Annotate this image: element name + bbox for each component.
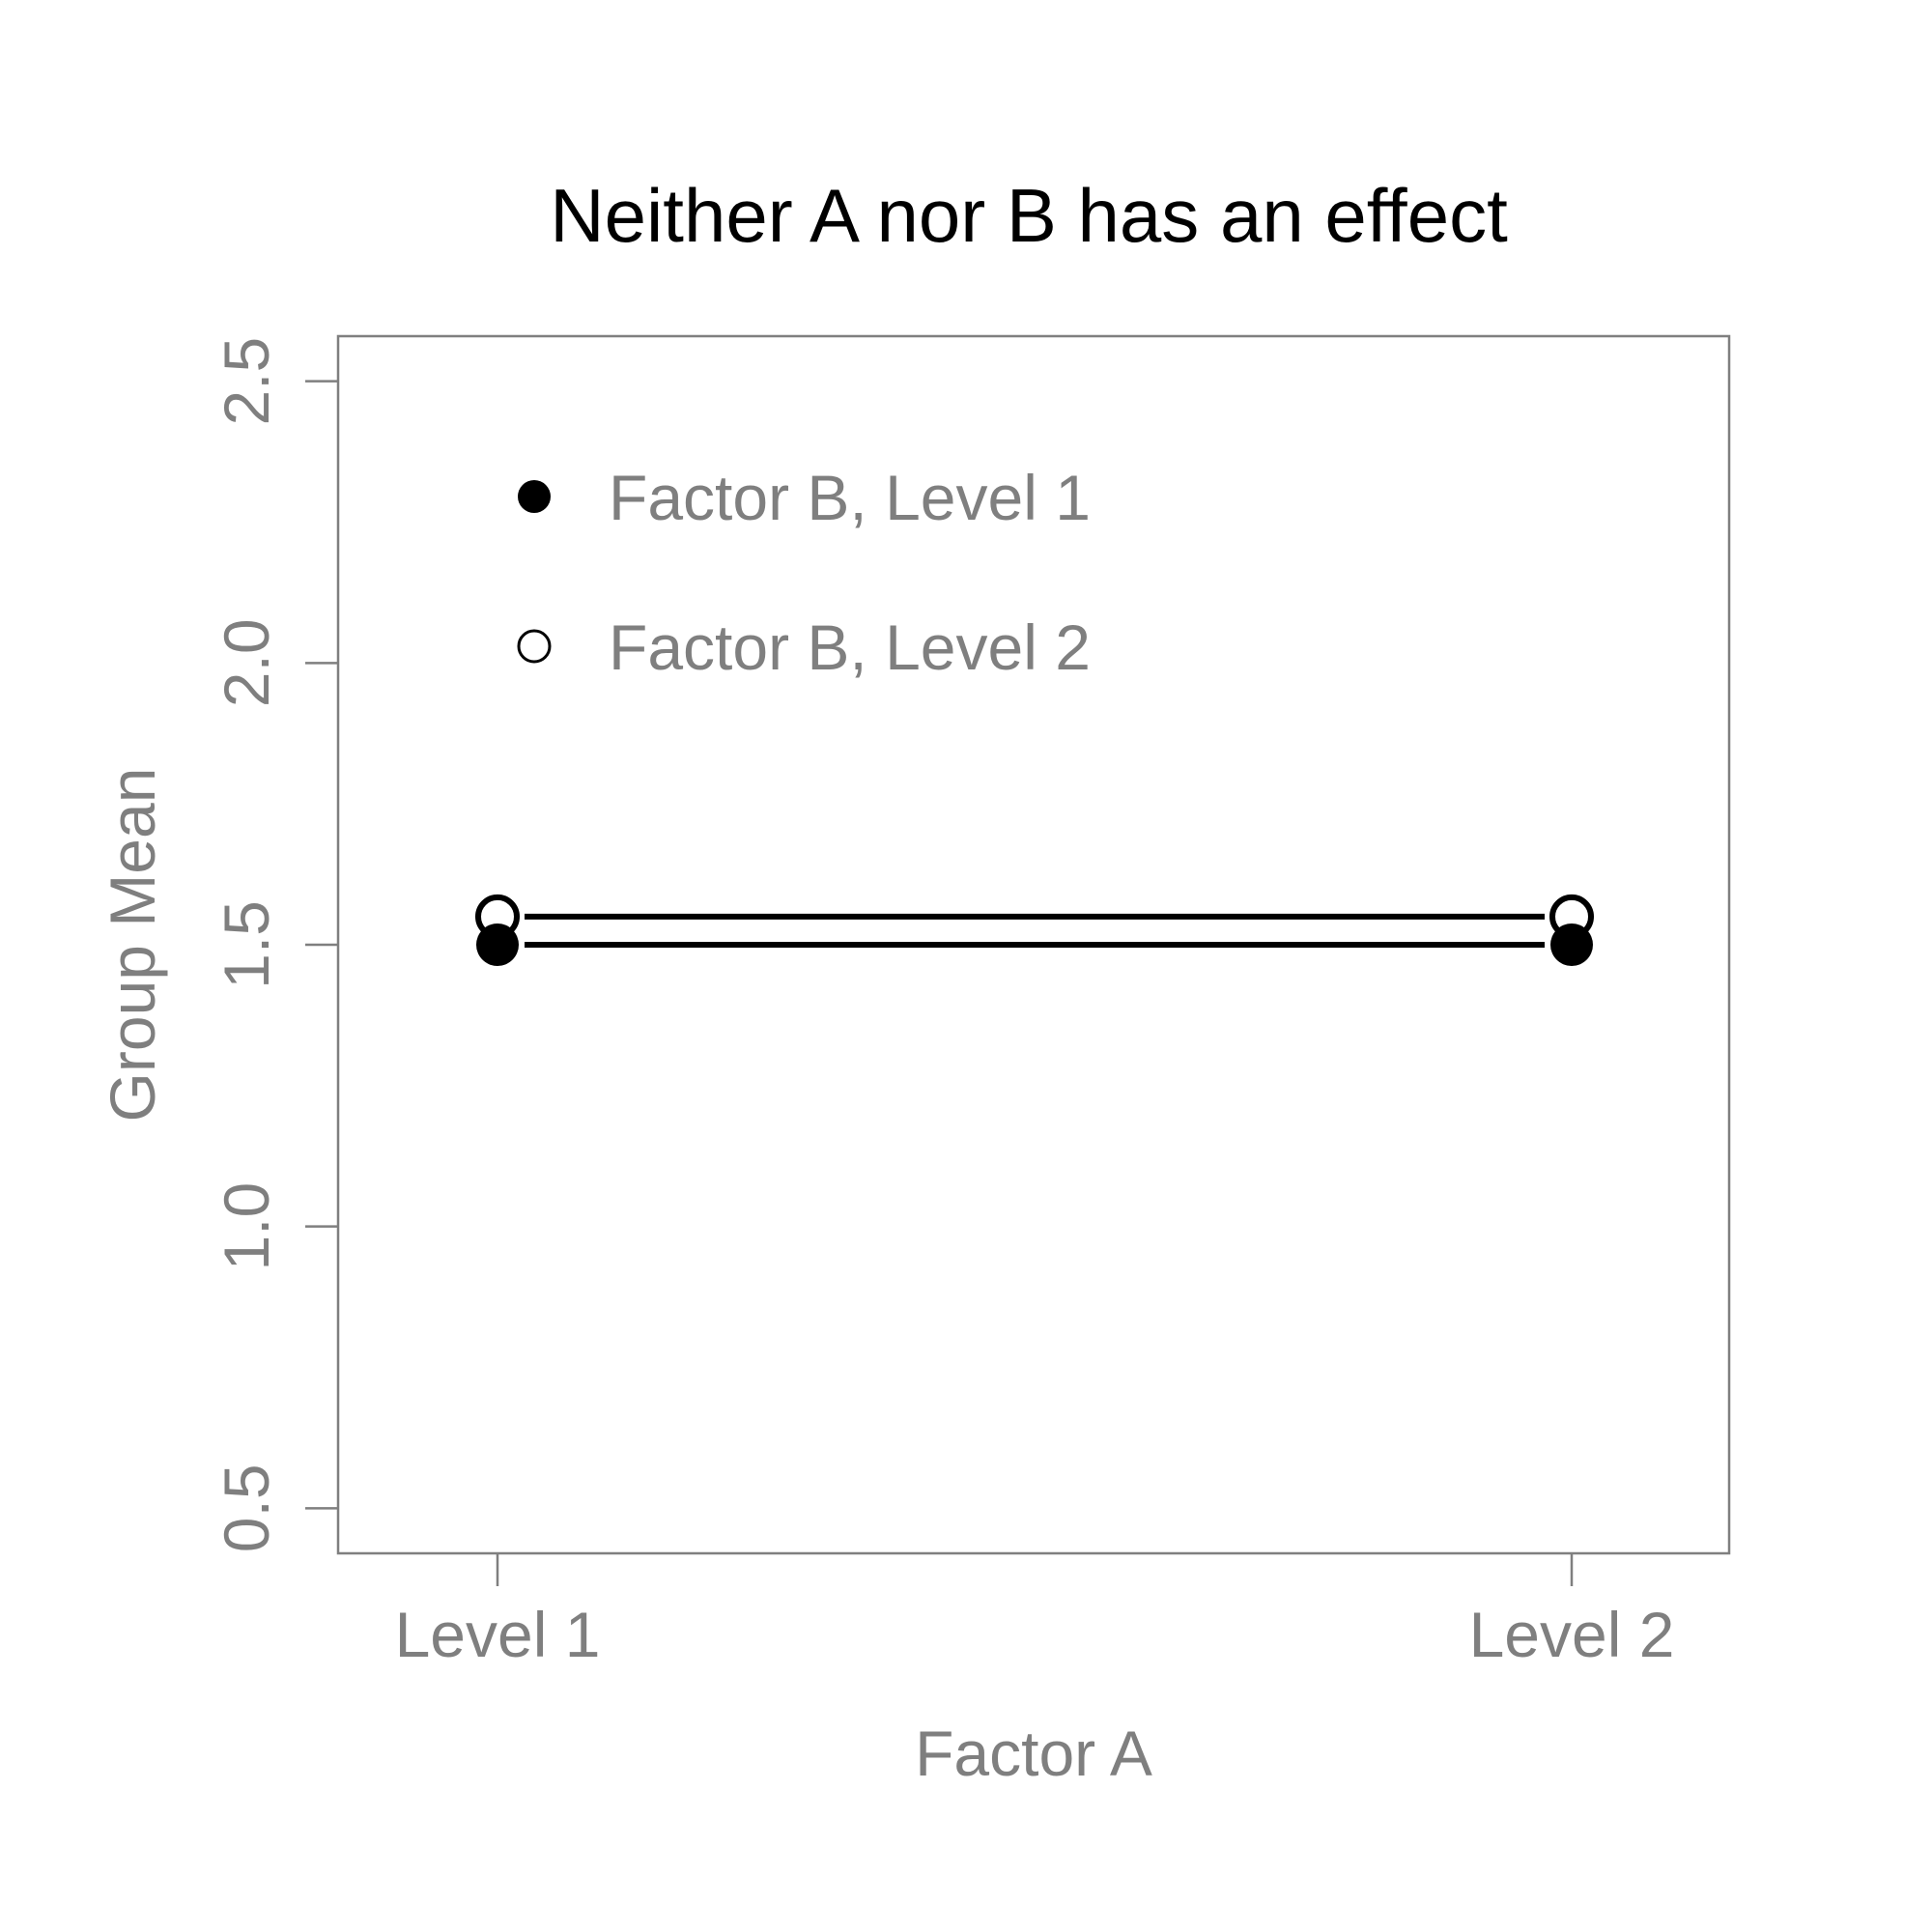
x-tick-label: Level 2 bbox=[1469, 1599, 1675, 1670]
data-point-filled bbox=[1550, 923, 1593, 966]
legend-marker-open bbox=[517, 629, 552, 664]
x-axis: Level 1 Level 2 bbox=[395, 1553, 1675, 1670]
legend: Factor B, Level 1 Factor B, Level 2 bbox=[517, 462, 1091, 683]
y-axis-label: Group Mean bbox=[97, 768, 168, 1122]
data-point-filled bbox=[476, 923, 519, 966]
legend-label: Factor B, Level 2 bbox=[609, 611, 1091, 683]
legend-label: Factor B, Level 1 bbox=[609, 462, 1091, 533]
y-tick-label: 2.0 bbox=[211, 618, 282, 707]
x-tick-label: Level 1 bbox=[395, 1599, 601, 1670]
y-axis: 0.5 1.0 1.5 2.0 2.5 bbox=[211, 337, 338, 1552]
chart-title: Neither A nor B has an effect bbox=[550, 173, 1508, 258]
x-axis-label: Factor A bbox=[915, 1718, 1152, 1789]
y-tick-label: 1.0 bbox=[211, 1182, 282, 1271]
y-tick-label: 2.5 bbox=[211, 337, 282, 426]
y-tick-label: 1.5 bbox=[211, 900, 282, 989]
legend-marker-filled bbox=[518, 480, 551, 513]
series-layer bbox=[475, 894, 1594, 966]
y-tick-label: 0.5 bbox=[211, 1463, 282, 1552]
